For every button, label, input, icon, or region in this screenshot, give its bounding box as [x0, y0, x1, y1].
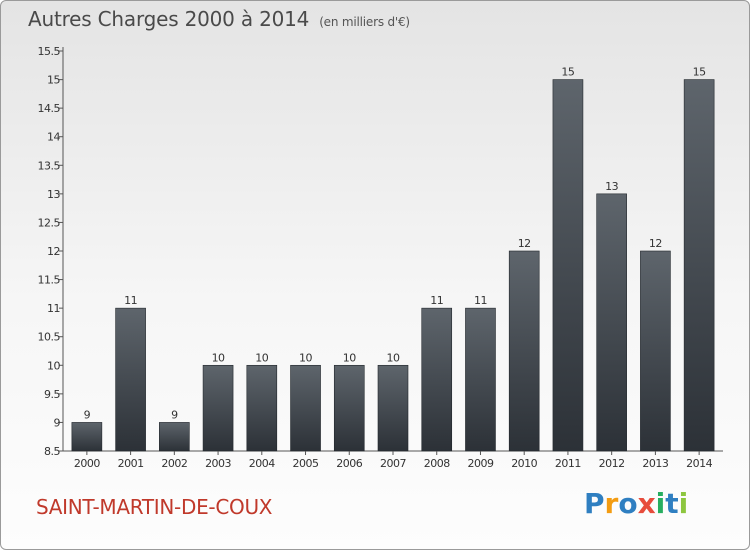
y-tick-label: 11	[47, 302, 60, 315]
bar	[246, 364, 278, 452]
chart-title-text: Autres Charges 2000 à 2014	[28, 7, 310, 31]
chart-title: Autres Charges 2000 à 2014 (en milliers d…	[28, 7, 410, 31]
logo-letter: i	[678, 487, 689, 520]
logo-letter: x	[637, 487, 656, 520]
x-tick-label: 2002	[161, 457, 187, 470]
x-tick-label: 2011	[555, 457, 581, 470]
bar	[71, 422, 103, 452]
bar-value-label: 10	[255, 351, 268, 364]
bar	[421, 307, 453, 452]
bar	[596, 193, 627, 452]
bar-value-label: 10	[299, 351, 312, 364]
logo-letter: P	[584, 487, 605, 520]
y-tick-label: 13.5	[38, 159, 61, 172]
y-tick-label: 11.5	[38, 274, 61, 287]
y-tick-label: 9	[54, 416, 61, 429]
bar	[115, 307, 146, 452]
x-tick-label: 2006	[336, 457, 362, 470]
x-tick-label: 2009	[467, 457, 493, 470]
proxiti-logo[interactable]: Proxiti	[584, 487, 688, 520]
bar	[159, 422, 190, 452]
y-tick-label: 9.5	[44, 388, 60, 401]
logo-letter: t	[665, 487, 679, 520]
bar-value-label: 11	[124, 294, 137, 307]
bar-value-label: 15	[693, 66, 706, 79]
x-tick-label: 2004	[249, 457, 275, 470]
bar-value-label: 10	[343, 351, 356, 364]
y-tick-label: 8.5	[44, 445, 60, 458]
bar-value-label: 15	[561, 66, 574, 79]
x-tick-label: 2014	[686, 457, 712, 470]
x-tick-label: 2000	[74, 457, 100, 470]
x-tick-label: 2003	[205, 457, 231, 470]
y-tick-label: 12	[47, 245, 60, 258]
x-tick-label: 2012	[599, 457, 625, 470]
bar	[377, 364, 409, 452]
bar	[640, 250, 671, 452]
x-tick-label: 2007	[380, 457, 406, 470]
bar-value-label: 9	[84, 408, 91, 421]
x-tick-label: 2008	[424, 457, 450, 470]
bar-value-label: 9	[171, 408, 178, 421]
bar	[333, 364, 365, 452]
bar	[683, 79, 715, 452]
bar-value-label: 12	[518, 237, 531, 250]
y-tick-label: 12.5	[38, 216, 61, 229]
bar	[290, 364, 321, 452]
bar-value-label: 11	[430, 294, 443, 307]
bar-value-label: 12	[649, 237, 662, 250]
commune-name: SAINT-MARTIN-DE-COUX	[36, 495, 273, 519]
y-tick-label: 13	[47, 188, 60, 201]
logo-letter: i	[655, 487, 666, 520]
y-tick-label: 15	[47, 74, 60, 87]
x-tick-label: 2001	[118, 457, 144, 470]
y-tick-label: 10.5	[38, 331, 61, 344]
bar-value-label: 11	[474, 294, 487, 307]
x-tick-label: 2013	[642, 457, 668, 470]
y-tick-label: 14.5	[38, 102, 61, 115]
bar-value-label: 13	[605, 180, 618, 193]
logo-letter: r	[604, 487, 619, 520]
x-tick-label: 2010	[511, 457, 537, 470]
y-tick-label: 15.5	[38, 45, 61, 58]
bar	[552, 79, 584, 452]
bar	[508, 250, 540, 452]
y-tick-label: 14	[47, 131, 60, 144]
bar-value-label: 10	[387, 351, 400, 364]
bar	[465, 307, 496, 452]
y-tick-label: 10	[47, 359, 60, 372]
x-tick-label: 2005	[293, 457, 319, 470]
chart-unit: (en milliers d'€)	[319, 15, 410, 29]
bar-value-label: 10	[212, 351, 225, 364]
logo-letter: o	[618, 487, 638, 520]
bar	[202, 364, 234, 452]
